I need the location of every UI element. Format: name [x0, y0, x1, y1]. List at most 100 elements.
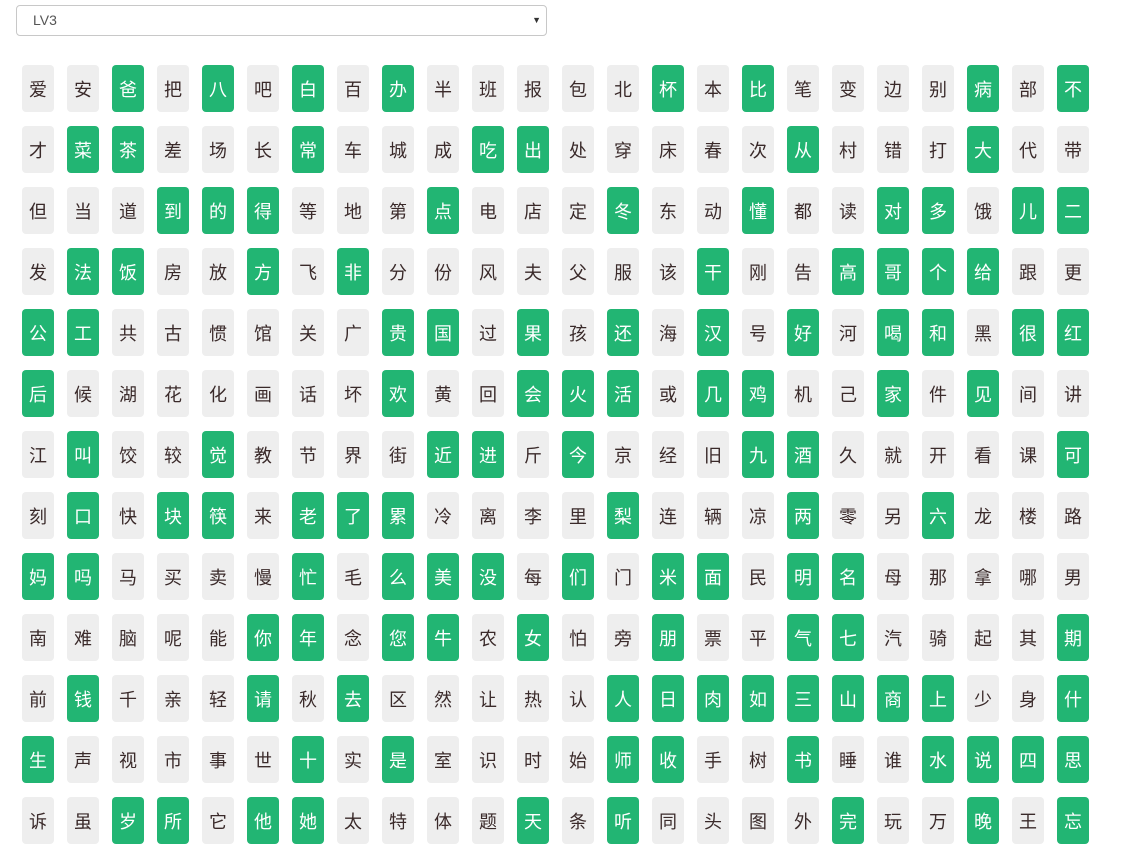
character-tile-highlighted[interactable]: 方 — [247, 248, 279, 295]
character-tile[interactable]: 关 — [292, 309, 324, 356]
character-tile[interactable]: 然 — [427, 675, 459, 722]
character-tile[interactable]: 间 — [1012, 370, 1044, 417]
character-tile-highlighted[interactable]: 明 — [787, 553, 819, 600]
character-tile[interactable]: 孩 — [562, 309, 594, 356]
character-tile-highlighted[interactable]: 肉 — [697, 675, 729, 722]
character-tile[interactable]: 回 — [472, 370, 504, 417]
character-tile[interactable]: 买 — [157, 553, 189, 600]
character-tile-highlighted[interactable]: 酒 — [787, 431, 819, 478]
character-tile[interactable]: 差 — [157, 126, 189, 173]
character-tile-highlighted[interactable]: 哥 — [877, 248, 909, 295]
character-tile[interactable]: 诉 — [22, 797, 54, 844]
character-tile-highlighted[interactable]: 女 — [517, 614, 549, 661]
character-tile-highlighted[interactable]: 吗 — [67, 553, 99, 600]
character-tile[interactable]: 冷 — [427, 492, 459, 539]
character-tile-highlighted[interactable]: 名 — [832, 553, 864, 600]
character-tile[interactable]: 告 — [787, 248, 819, 295]
character-tile[interactable]: 定 — [562, 187, 594, 234]
character-tile-highlighted[interactable]: 欢 — [382, 370, 414, 417]
character-tile-highlighted[interactable]: 进 — [472, 431, 504, 478]
character-tile[interactable]: 花 — [157, 370, 189, 417]
character-tile[interactable]: 东 — [652, 187, 684, 234]
character-tile[interactable]: 区 — [382, 675, 414, 722]
character-tile-highlighted[interactable]: 了 — [337, 492, 369, 539]
character-tile[interactable]: 它 — [202, 797, 234, 844]
character-tile[interactable]: 但 — [22, 187, 54, 234]
character-tile[interactable]: 快 — [112, 492, 144, 539]
character-tile[interactable]: 男 — [1057, 553, 1089, 600]
character-tile[interactable]: 经 — [652, 431, 684, 478]
character-tile[interactable]: 体 — [427, 797, 459, 844]
character-tile-highlighted[interactable]: 十 — [292, 736, 324, 783]
character-tile-highlighted[interactable]: 的 — [202, 187, 234, 234]
character-tile-highlighted[interactable]: 们 — [562, 553, 594, 600]
character-tile-highlighted[interactable]: 你 — [247, 614, 279, 661]
character-tile-highlighted[interactable]: 饭 — [112, 248, 144, 295]
character-tile[interactable]: 骑 — [922, 614, 954, 661]
character-tile[interactable]: 玩 — [877, 797, 909, 844]
character-tile-highlighted[interactable]: 病 — [967, 65, 999, 112]
character-tile-highlighted[interactable]: 冬 — [607, 187, 639, 234]
character-tile-highlighted[interactable]: 天 — [517, 797, 549, 844]
character-tile[interactable]: 讲 — [1057, 370, 1089, 417]
character-tile[interactable]: 李 — [517, 492, 549, 539]
character-tile-highlighted[interactable]: 人 — [607, 675, 639, 722]
character-tile-highlighted[interactable]: 还 — [607, 309, 639, 356]
character-tile[interactable]: 变 — [832, 65, 864, 112]
character-tile[interactable]: 京 — [607, 431, 639, 478]
character-tile[interactable]: 平 — [742, 614, 774, 661]
character-tile[interactable]: 斤 — [517, 431, 549, 478]
character-tile[interactable]: 跟 — [1012, 248, 1044, 295]
character-tile[interactable]: 较 — [157, 431, 189, 478]
character-tile[interactable]: 店 — [517, 187, 549, 234]
character-tile[interactable]: 凉 — [742, 492, 774, 539]
character-tile[interactable]: 过 — [472, 309, 504, 356]
character-tile[interactable]: 湖 — [112, 370, 144, 417]
character-tile-highlighted[interactable]: 干 — [697, 248, 729, 295]
character-tile[interactable]: 辆 — [697, 492, 729, 539]
character-tile[interactable]: 哪 — [1012, 553, 1044, 600]
character-tile[interactable]: 始 — [562, 736, 594, 783]
character-tile-highlighted[interactable]: 期 — [1057, 614, 1089, 661]
character-tile-highlighted[interactable]: 活 — [607, 370, 639, 417]
character-tile[interactable]: 河 — [832, 309, 864, 356]
character-tile-highlighted[interactable]: 菜 — [67, 126, 99, 173]
character-tile[interactable]: 份 — [427, 248, 459, 295]
character-tile[interactable]: 发 — [22, 248, 54, 295]
character-tile[interactable]: 安 — [67, 65, 99, 112]
character-tile-highlighted[interactable]: 给 — [967, 248, 999, 295]
character-tile[interactable]: 呢 — [157, 614, 189, 661]
character-tile-highlighted[interactable]: 和 — [922, 309, 954, 356]
character-tile[interactable]: 手 — [697, 736, 729, 783]
character-tile-highlighted[interactable]: 美 — [427, 553, 459, 600]
character-tile[interactable]: 画 — [247, 370, 279, 417]
character-tile-highlighted[interactable]: 杯 — [652, 65, 684, 112]
character-tile[interactable]: 图 — [742, 797, 774, 844]
character-tile-highlighted[interactable]: 请 — [247, 675, 279, 722]
character-tile[interactable]: 万 — [922, 797, 954, 844]
character-tile[interactable]: 睡 — [832, 736, 864, 783]
character-tile[interactable]: 打 — [922, 126, 954, 173]
character-tile[interactable]: 实 — [337, 736, 369, 783]
character-tile[interactable]: 件 — [922, 370, 954, 417]
character-tile-highlighted[interactable]: 二 — [1057, 187, 1089, 234]
character-tile-highlighted[interactable]: 到 — [157, 187, 189, 234]
character-tile[interactable]: 起 — [967, 614, 999, 661]
character-tile[interactable]: 部 — [1012, 65, 1044, 112]
character-tile-highlighted[interactable]: 家 — [877, 370, 909, 417]
character-tile[interactable]: 更 — [1057, 248, 1089, 295]
character-tile[interactable]: 饿 — [967, 187, 999, 234]
character-tile-highlighted[interactable]: 他 — [247, 797, 279, 844]
character-tile[interactable]: 让 — [472, 675, 504, 722]
character-tile-highlighted[interactable]: 火 — [562, 370, 594, 417]
character-tile-highlighted[interactable]: 从 — [787, 126, 819, 173]
character-tile[interactable]: 条 — [562, 797, 594, 844]
character-tile[interactable]: 母 — [877, 553, 909, 600]
character-tile-highlighted[interactable]: 妈 — [22, 553, 54, 600]
character-tile[interactable]: 飞 — [292, 248, 324, 295]
character-tile[interactable]: 带 — [1057, 126, 1089, 173]
character-tile-highlighted[interactable]: 国 — [427, 309, 459, 356]
character-tile[interactable]: 念 — [337, 614, 369, 661]
character-tile[interactable]: 服 — [607, 248, 639, 295]
character-tile[interactable]: 太 — [337, 797, 369, 844]
